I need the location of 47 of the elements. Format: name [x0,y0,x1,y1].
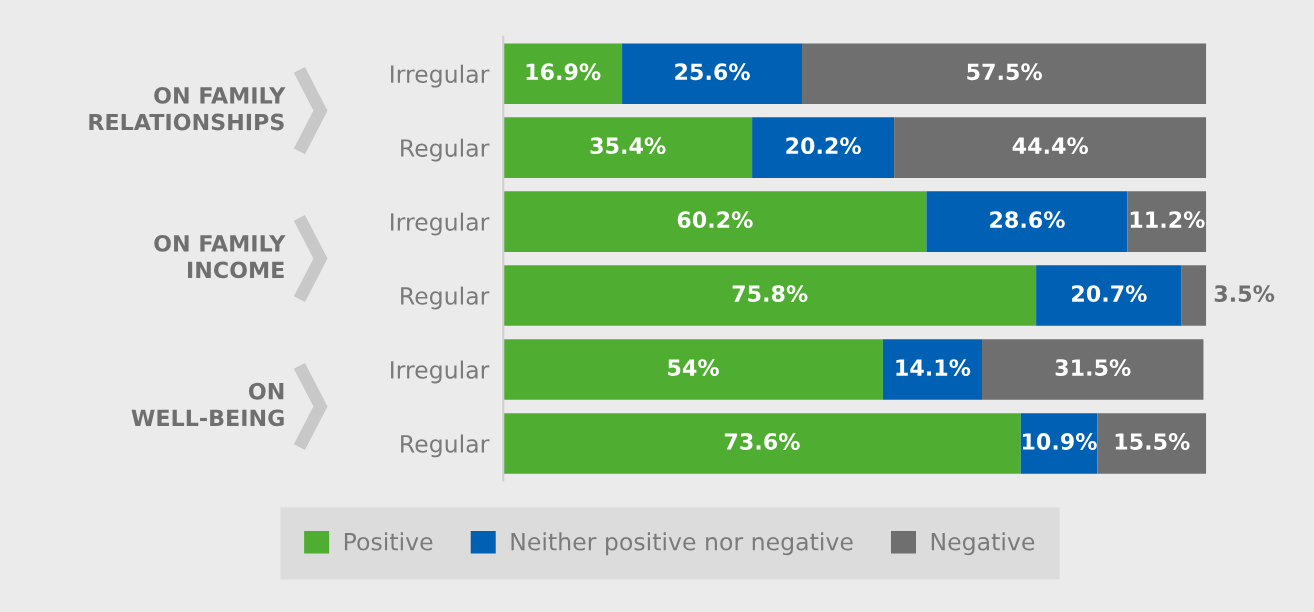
data-label: 25.6% [675,63,750,81]
legend-label: Positive [344,532,433,551]
data-label: 54% [668,359,719,376]
bar [1181,265,1207,326]
data-label: 31.5% [1055,359,1131,376]
data-label: 57.5% [967,63,1042,81]
y-tick-label: Irregular [391,360,490,384]
y-tick-label: Regular [401,286,490,310]
data-label: 75.8% [732,285,808,302]
bar [503,413,1021,474]
bar [503,339,883,400]
data-label: 16.9% [526,63,601,81]
data-label: 44.4% [1012,137,1089,155]
bar [1097,413,1207,474]
bar [503,265,1037,326]
text: ON WELL-BEING [131,382,284,427]
bar [1036,265,1182,326]
bar [503,43,623,105]
bar [503,117,753,178]
y-tick-label: Regular [401,434,490,458]
bar [752,117,895,178]
data-label: 35.4% [590,137,666,155]
text: ON FAMILY RELATIONSHIPS [89,87,286,131]
y-tick-label: Irregular [391,64,490,88]
bar [503,191,927,252]
data-label: 20.2% [786,137,861,155]
bar [882,339,982,400]
bar [894,117,1207,178]
data-label: 20.7% [1072,285,1147,302]
bar [802,43,1207,105]
legend-label: Neither positive nor negative [511,532,853,556]
data-label: 15.5% [1115,433,1190,450]
data-label: 28.6% [990,211,1065,229]
text: ON FAMILY INCOME [154,234,286,279]
y-tick-label: Regular [401,138,490,162]
data-label: 10.9% [1022,433,1097,450]
data-label: 60.2% [677,211,753,229]
bar [982,339,1204,400]
bar [926,191,1128,252]
y-tick-label: Irregular [391,212,490,236]
data-label: 14.1% [896,359,971,376]
data-label: 73.6% [724,433,800,450]
data-label: 3.5% [1214,285,1275,302]
bar [1127,191,1207,252]
data-label: 11.2% [1130,211,1205,229]
legend-label: Negative [931,532,1035,556]
bar [622,43,803,105]
